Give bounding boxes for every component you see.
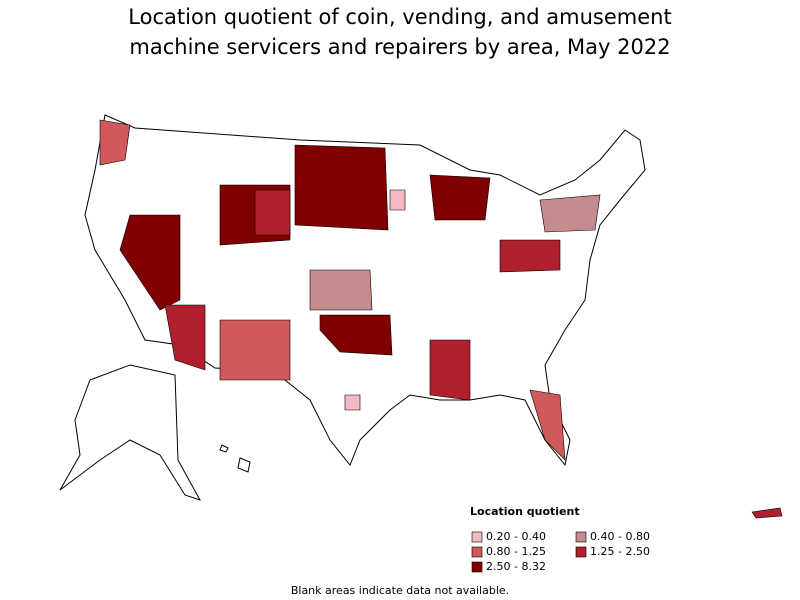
hawaii (219, 444, 229, 453)
legend-label: 2.50 - 8.32 (486, 560, 546, 573)
region (99, 119, 131, 166)
legend-label: 0.20 - 0.40 (486, 530, 546, 543)
region (429, 339, 471, 401)
hawaii-big-island (237, 457, 251, 473)
region (254, 189, 291, 236)
region (164, 304, 206, 371)
region (389, 189, 406, 211)
legend-label: 0.40 - 0.80 (590, 530, 650, 543)
legend-swatch (471, 531, 483, 543)
footnote: Blank areas indicate data not available. (291, 584, 509, 597)
legend: 0.20 - 0.40 0.40 - 0.80 0.80 - 1.25 1.25 - … (471, 530, 650, 573)
alaska (59, 364, 202, 501)
region (539, 194, 601, 233)
region (499, 239, 561, 273)
region (319, 314, 393, 356)
legend-label: 0.80 - 1.25 (486, 545, 546, 558)
puerto-rico (751, 507, 783, 519)
legend-swatch (471, 546, 483, 558)
legend-swatch (575, 531, 587, 543)
legend-swatch (471, 561, 483, 573)
region (294, 144, 389, 231)
map-title: Location quotient of coin, vending, and … (128, 5, 672, 59)
region (309, 269, 373, 311)
region (529, 389, 566, 461)
region (344, 394, 361, 411)
legend-swatch (575, 546, 587, 558)
legend-title: Location quotient (470, 505, 580, 518)
legend-label: 1.25 - 2.50 (590, 545, 650, 558)
region (429, 174, 491, 221)
region (219, 319, 291, 381)
